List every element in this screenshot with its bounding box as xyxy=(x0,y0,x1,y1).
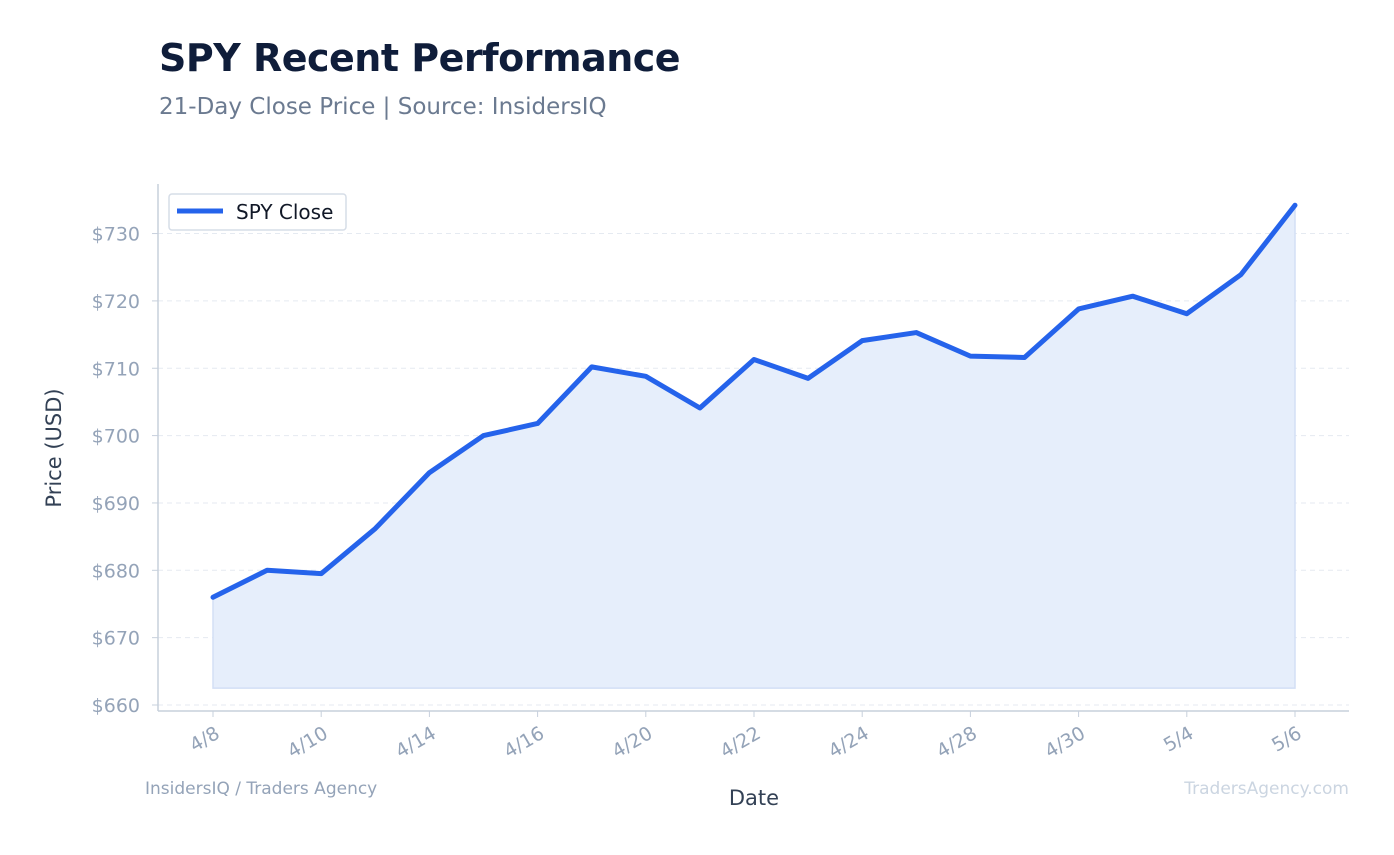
y-tick-label: $680 xyxy=(92,560,140,582)
footer-credit: InsidersIQ / Traders Agency xyxy=(145,779,378,799)
x-tick-label: 4/22 xyxy=(717,722,765,762)
x-tick-label: 5/4 xyxy=(1160,722,1197,756)
x-tick-label: 4/8 xyxy=(186,722,223,756)
area-fill xyxy=(212,203,1296,689)
x-tick-label: 4/28 xyxy=(933,722,981,762)
x-axis-ticks: 4/8 4/10 4/14 4/16 4/20 4/22 4/24 4/28 4/30 5/4 5/… xyxy=(186,711,1306,763)
y-tick-label: $660 xyxy=(92,695,140,717)
x-tick-label: 4/14 xyxy=(392,722,440,762)
footer-watermark: TradersAgency.com xyxy=(1184,779,1349,799)
x-tick-label: 4/16 xyxy=(500,722,548,762)
x-tick-label: 4/10 xyxy=(284,722,332,762)
y-tick-label: $710 xyxy=(92,358,140,380)
y-axis-title: Price (USD) xyxy=(42,388,66,507)
y-tick-label: $670 xyxy=(92,628,140,650)
x-tick-label: 5/6 xyxy=(1268,722,1305,756)
legend-box xyxy=(168,193,347,231)
y-tick-label: $720 xyxy=(92,291,140,313)
y-tick-label: $690 xyxy=(92,493,140,515)
x-axis-title: Date xyxy=(729,786,779,810)
x-tick-label: 4/20 xyxy=(608,722,656,762)
x-tick-label: 4/30 xyxy=(1041,722,1089,762)
y-tick-label: $730 xyxy=(92,224,140,246)
series-line-spy-close xyxy=(210,202,1298,600)
chart-subtitle: 21-Day Close Price | Source: InsidersIQ xyxy=(159,94,607,120)
x-tick-label: 4/24 xyxy=(825,722,873,762)
y-tick-label: $700 xyxy=(92,426,140,448)
legend: SPY Close xyxy=(168,193,347,231)
chart-title: SPY Recent Performance xyxy=(159,36,681,80)
y-axis-ticks: $660 $670 $680 $690 $700 $710 $720 $730 xyxy=(92,224,158,717)
legend-label-spy-close: SPY Close xyxy=(236,200,333,224)
